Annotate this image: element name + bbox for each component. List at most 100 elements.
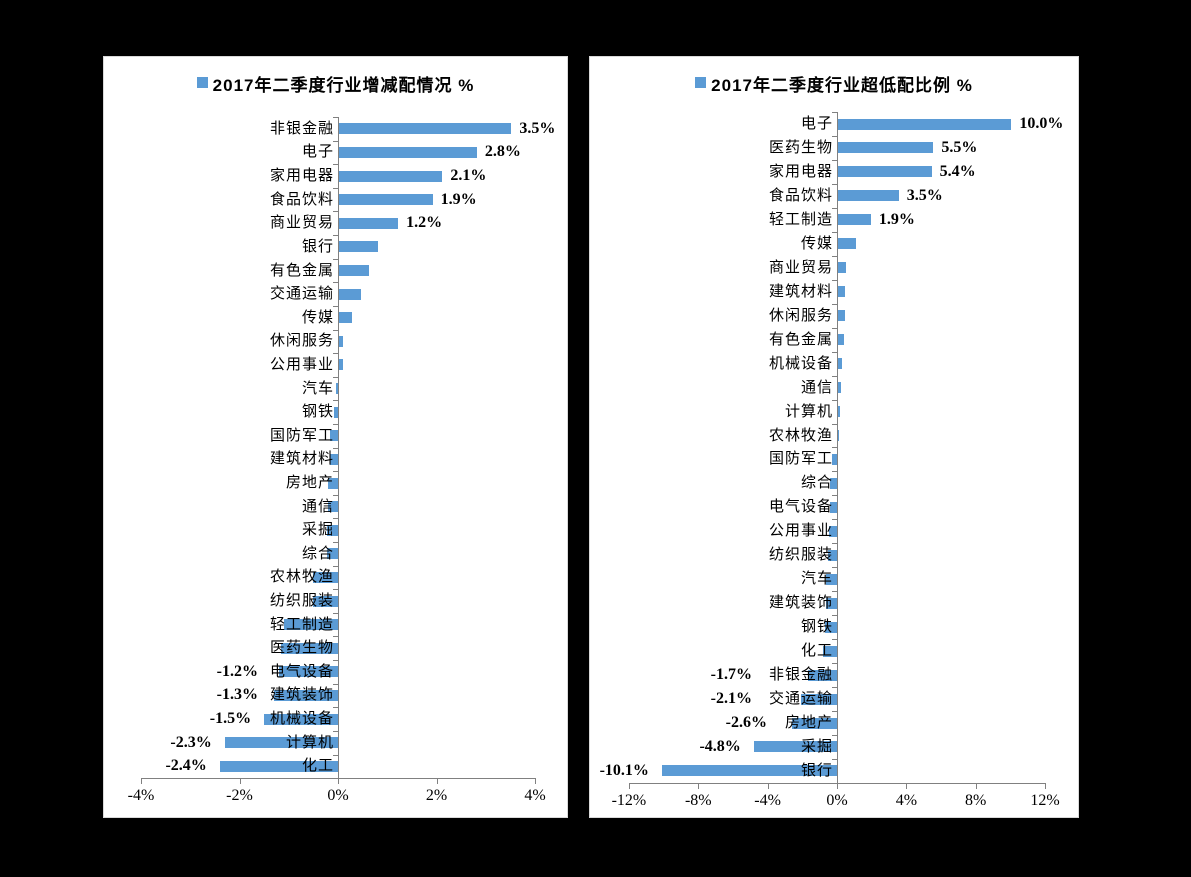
x-tick — [628, 783, 630, 789]
category-axis-tick — [333, 329, 338, 331]
bar — [838, 166, 932, 178]
category-label: 公用事业 — [269, 355, 334, 373]
category-label: 电子 — [800, 115, 833, 132]
bar — [339, 217, 399, 229]
category-label: 房地产 — [784, 714, 833, 731]
category-axis-line — [837, 112, 838, 783]
category-axis-tick — [832, 327, 837, 329]
x-tick — [767, 783, 769, 789]
bar — [661, 765, 837, 777]
x-tick-label: 4% — [524, 787, 546, 804]
x-tick-label: 4% — [895, 792, 918, 809]
bar — [339, 312, 353, 324]
bar — [339, 241, 379, 253]
category-label: 国防军工 — [768, 450, 833, 468]
bar — [822, 645, 837, 657]
data-label: 3.5% — [906, 186, 943, 204]
category-label: 休闲服务 — [768, 306, 833, 324]
x-tick-label: 0% — [826, 792, 848, 809]
bar — [274, 689, 338, 701]
category-axis-tick — [333, 471, 338, 473]
bar — [838, 286, 845, 298]
category-label: 机械设备 — [269, 710, 334, 728]
category-axis-tick — [333, 447, 338, 449]
x-tick-label: -2% — [226, 787, 253, 804]
bar — [326, 548, 338, 560]
category-axis-tick — [333, 258, 338, 260]
bar — [328, 477, 339, 489]
bar — [334, 406, 338, 418]
category-label: 家用电器 — [269, 167, 334, 184]
bar — [219, 760, 338, 772]
category-axis-tick — [832, 495, 837, 497]
category-label: 商业贸易 — [269, 214, 334, 232]
data-label: -1.7% — [710, 666, 752, 684]
category-axis-tick — [832, 303, 837, 305]
category-axis-tick — [333, 376, 338, 378]
category-axis-tick — [333, 187, 338, 189]
x-tick-label: -12% — [611, 792, 647, 809]
category-axis-tick — [832, 279, 837, 281]
category-axis-tick — [832, 159, 837, 161]
bar — [753, 741, 837, 753]
data-label: -2.1% — [710, 690, 752, 707]
category-axis-tick — [832, 375, 837, 377]
category-label: 通信 — [301, 497, 334, 515]
category-label: 非银金融 — [768, 666, 833, 684]
bar — [339, 359, 344, 371]
category-label: 通信 — [800, 378, 833, 396]
bar — [327, 524, 338, 536]
x-tick-label: -4% — [754, 792, 781, 809]
x-tick — [535, 778, 536, 784]
category-axis-tick — [333, 164, 338, 166]
bar — [838, 238, 857, 250]
category-axis-tick — [832, 351, 837, 353]
data-label: -2.4% — [165, 757, 207, 775]
bar — [313, 571, 338, 583]
category-label: 采掘 — [800, 737, 833, 755]
category-label: 轻工制造 — [768, 210, 833, 228]
category-axis-tick — [333, 683, 338, 685]
data-label: -1.2% — [216, 662, 258, 680]
category-axis-tick — [333, 612, 338, 614]
data-label: 1.2% — [406, 214, 443, 232]
category-label: 休闲服务 — [269, 332, 334, 350]
x-tick-label: 2% — [425, 787, 448, 804]
chart-title-text: 2017年二季度行业增减配情况 % — [212, 76, 475, 95]
category-axis-tick — [832, 112, 837, 113]
category-label: 建筑材料 — [768, 282, 833, 300]
category-axis-tick — [333, 494, 338, 496]
category-label: 综合 — [301, 544, 334, 562]
x-tick — [698, 783, 700, 789]
category-label: 医药生物 — [768, 138, 833, 156]
bar — [339, 265, 369, 276]
bar — [339, 123, 512, 135]
category-axis-tick — [333, 211, 338, 213]
category-axis-tick — [832, 423, 837, 425]
data-label: -10.1% — [599, 761, 649, 779]
category-axis-tick — [333, 754, 338, 756]
category-label: 采掘 — [301, 521, 334, 539]
category-axis-tick — [832, 591, 837, 593]
category-label: 轻工制造 — [269, 615, 334, 633]
category-axis-tick — [333, 305, 338, 307]
bar — [791, 717, 837, 729]
bar — [838, 190, 899, 202]
x-tick — [436, 778, 438, 784]
category-axis-tick — [333, 565, 338, 567]
bar — [800, 693, 837, 705]
category-axis-tick — [832, 471, 837, 473]
data-label: 2.1% — [450, 167, 487, 184]
category-axis-tick — [832, 711, 837, 712]
x-tick — [975, 783, 977, 789]
bar — [825, 597, 837, 609]
category-label: 计算机 — [784, 402, 833, 420]
category-label: 国防军工 — [269, 426, 334, 444]
category-label: 钢铁 — [301, 403, 334, 421]
bar — [838, 358, 842, 370]
data-label: -2.3% — [170, 733, 212, 751]
category-axis-tick — [832, 207, 837, 209]
category-axis-tick — [333, 730, 338, 732]
chart-panel-over-under-allocation: 2017年二季度行业超低配比例 % -12% -8% -4% 0% 4% 8% 12% 电子 1… — [589, 56, 1079, 818]
bar — [283, 619, 338, 631]
